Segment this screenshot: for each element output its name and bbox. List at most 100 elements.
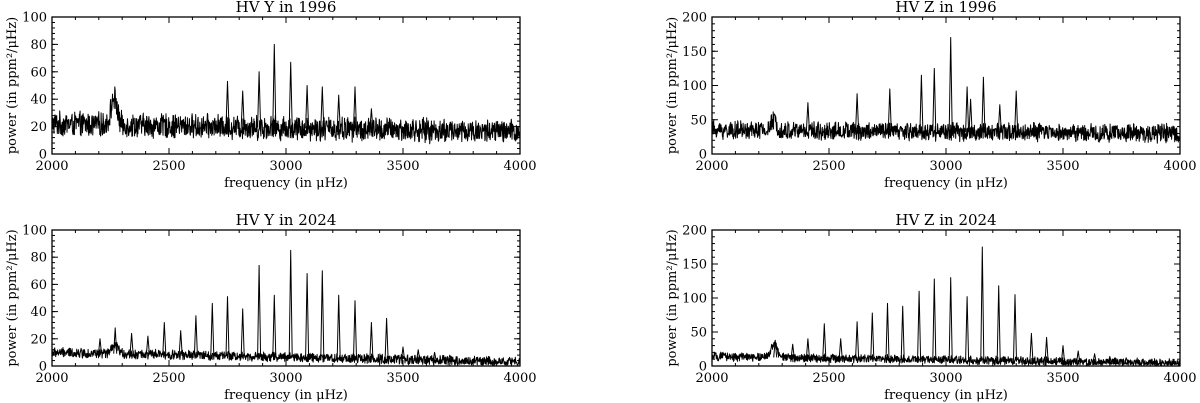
- spectrum-trace: [51, 86, 521, 145]
- spectrum-peak: [384, 317, 389, 360]
- spectrum-peak: [129, 332, 134, 355]
- spectrum-trace: [51, 342, 521, 366]
- x-tick-label: 3500: [1046, 159, 1079, 174]
- spectrum-trace: [711, 341, 1181, 366]
- spectrum-peak: [805, 338, 810, 358]
- spectrum-peak: [288, 61, 293, 129]
- spectrum-peak: [305, 85, 310, 129]
- spectrum-peak: [145, 335, 150, 355]
- y-tick-label: 20: [30, 120, 47, 135]
- spectrum-peak: [178, 330, 183, 356]
- y-tick-label: 100: [682, 79, 707, 94]
- spectrum-peak: [272, 294, 277, 357]
- y-tick-label: 60: [30, 65, 47, 80]
- y-tick-label: 80: [30, 251, 47, 266]
- x-tick-label: 2500: [152, 159, 185, 174]
- spectrum-peak: [981, 76, 986, 133]
- spectrum-peak: [968, 98, 973, 132]
- spectrum-peak: [369, 108, 374, 130]
- spectrum-peak: [336, 294, 341, 359]
- spectrum-peak: [320, 86, 325, 129]
- chart-title: HV Z in 2024: [895, 211, 996, 229]
- y-tick-label: 40: [30, 93, 47, 108]
- spectrum-peak: [996, 285, 1001, 361]
- spectrum-peak: [369, 322, 374, 359]
- y-axis-label: power (in ppm²/μHz): [665, 17, 680, 154]
- y-tick-label: 20: [30, 332, 47, 347]
- spectrum-peak: [1044, 336, 1049, 362]
- spectrum-peak: [305, 273, 310, 358]
- y-tick-label: 0: [39, 360, 47, 375]
- spectrum-peak: [447, 354, 452, 361]
- x-tick-label: 3500: [386, 159, 419, 174]
- chart-panel-1: HV Y in 1996 2000 2500 3000 3500 4000 0 20 40 60 8…: [5, 0, 537, 191]
- spectrum-peak: [773, 339, 778, 358]
- spectrum-peak: [162, 322, 167, 355]
- spectrum-peak: [240, 308, 245, 357]
- spectrum-peak: [336, 94, 341, 129]
- spectrum-peak: [193, 315, 198, 356]
- spectrum-peak: [1107, 356, 1112, 363]
- spectrum-peak: [822, 323, 827, 359]
- y-tick-label: 0: [39, 148, 47, 163]
- spectrum-peak: [948, 37, 953, 132]
- spectrum-peak: [790, 343, 795, 358]
- x-tick-label: 4000: [503, 371, 536, 386]
- y-tick-label: 0: [699, 148, 707, 163]
- plot-frame: [711, 16, 1181, 155]
- x-axis-label: frequency (in μHz): [224, 388, 348, 403]
- chart-title: HV Y in 1996: [236, 0, 337, 16]
- plot-frame: [711, 229, 1181, 367]
- x-axis-label: frequency (in μHz): [884, 388, 1008, 403]
- x-tick-label: 3500: [386, 371, 419, 386]
- plot-frame: [51, 229, 521, 367]
- spectrum-peak: [1061, 345, 1065, 362]
- spectrum-trace: [711, 111, 1181, 144]
- spectrum-peak: [838, 338, 843, 359]
- y-tick-label: 100: [682, 292, 707, 307]
- x-tick-label: 4000: [1163, 371, 1196, 386]
- spectrum-peak: [288, 249, 293, 358]
- x-axis-label: frequency (in μHz): [224, 176, 348, 191]
- spectrum-peak: [965, 86, 970, 132]
- x-tick-label: 2500: [812, 159, 845, 174]
- spectrum-peak: [887, 88, 892, 132]
- spectrum-peak: [1013, 294, 1017, 361]
- spectrum-peak: [320, 270, 325, 358]
- y-tick-label: 150: [682, 45, 707, 60]
- x-tick-label: 3500: [1046, 371, 1079, 386]
- spectrum-peak: [432, 351, 437, 361]
- spectrum-peak: [225, 296, 230, 357]
- y-tick-label: 60: [30, 278, 47, 293]
- y-tick-label: 100: [22, 11, 47, 26]
- y-tick-label: 200: [682, 11, 707, 26]
- x-tick-label: 2500: [812, 371, 845, 386]
- x-tick-label: 3000: [929, 371, 962, 386]
- spectrum-peak: [948, 277, 953, 360]
- spectrum-peak: [353, 300, 357, 359]
- spectrum-peak: [464, 357, 469, 362]
- spectrum-peak: [1076, 350, 1081, 362]
- x-tick-label: 4000: [503, 159, 536, 174]
- spectrum-peak: [416, 349, 421, 360]
- x-tick-label: 2000: [695, 159, 728, 174]
- spectrum-peak: [919, 74, 924, 132]
- spectrum-peak: [257, 264, 262, 357]
- chart-panel-2: HV Z in 1996 2000 2500 3000 3500 4000 0 50 100 15…: [665, 0, 1197, 191]
- spectrum-peak: [900, 305, 905, 360]
- y-tick-label: 50: [690, 113, 707, 128]
- spectrum-peak: [1029, 332, 1034, 362]
- spectrum-peak: [855, 321, 860, 359]
- spectrum-peak: [401, 346, 405, 360]
- spectrum-peak: [870, 312, 875, 359]
- spectrum-peak: [997, 104, 1002, 133]
- x-tick-label: 3000: [929, 159, 962, 174]
- x-tick-label: 2000: [35, 371, 68, 386]
- spectrum-peak: [885, 302, 890, 360]
- x-tick-label: 2000: [695, 371, 728, 386]
- spectrum-peak: [113, 327, 118, 354]
- spectrum-peak: [965, 296, 970, 361]
- y-axis-label: power (in ppm²/μHz): [5, 17, 20, 154]
- spectrum-peak: [980, 246, 985, 361]
